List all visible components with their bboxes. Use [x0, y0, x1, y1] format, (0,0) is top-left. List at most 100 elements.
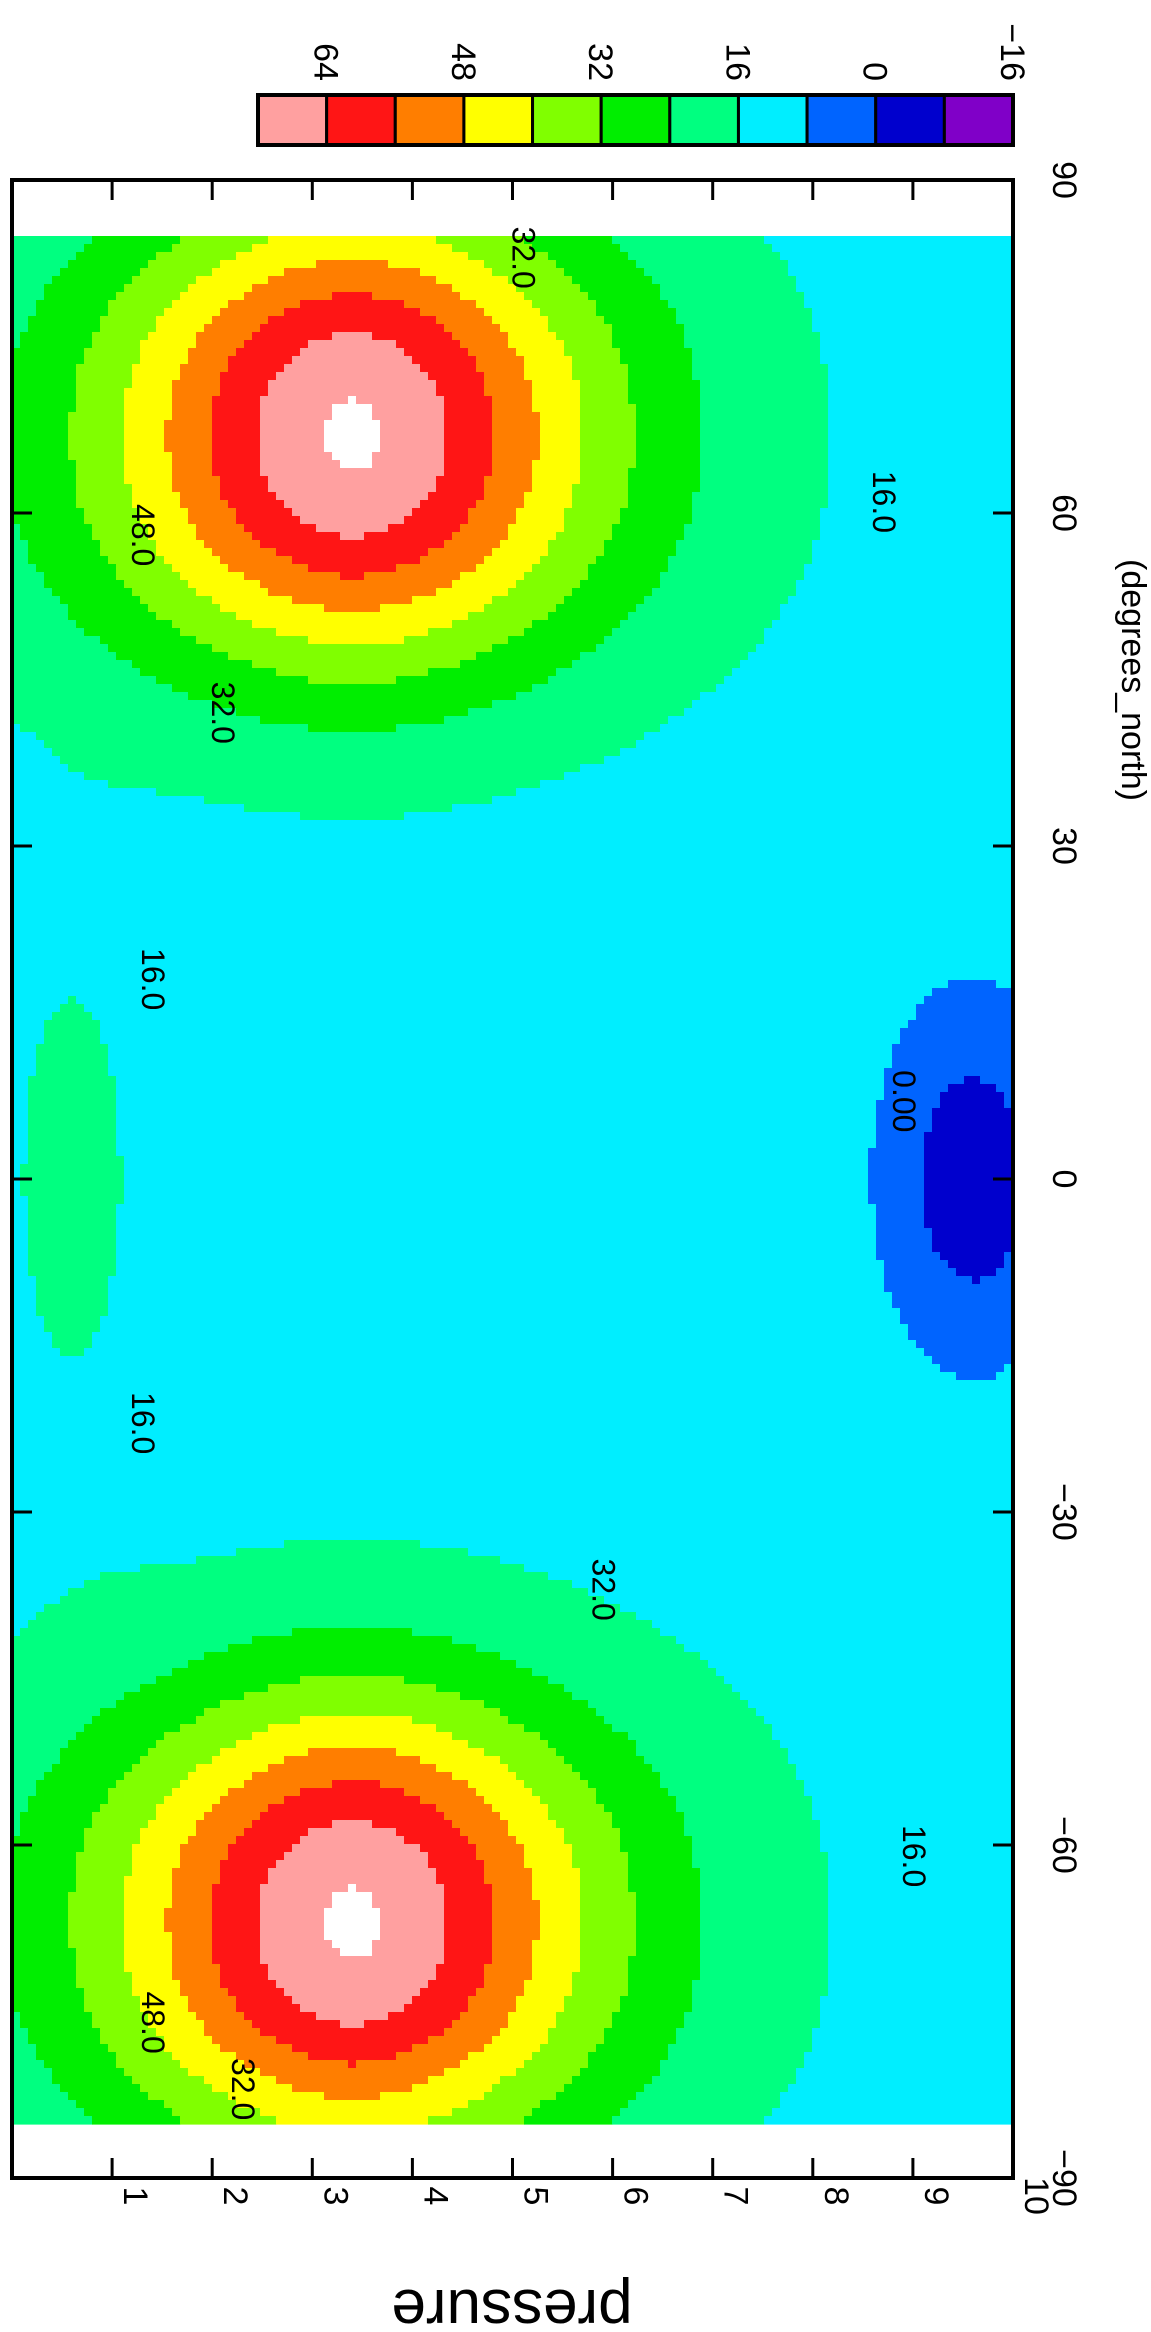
contour-fill-cell [404, 636, 509, 645]
contour-fill-cell [580, 388, 629, 397]
contour-fill-cell [172, 380, 221, 389]
contour-fill-cell [12, 596, 61, 605]
contour-fill-cell [916, 1004, 1013, 1013]
contour-fill-cell [268, 1972, 437, 1981]
contour-fill-cell [412, 356, 477, 365]
contour-fill-cell [196, 1828, 245, 1837]
contour-fill-cell [828, 468, 1013, 477]
contour-fill-cell [92, 1716, 197, 1725]
contour-fill-cell [484, 2092, 557, 2101]
contour-fill-cell [12, 428, 69, 437]
contour-fill-cell [564, 516, 621, 525]
contour-fill-cell [740, 1692, 1013, 1701]
contour-fill-cell [12, 540, 29, 549]
contour-fill-cell [52, 588, 133, 597]
contour-fill-cell [124, 1964, 173, 1973]
contour-fill-cell [700, 1924, 829, 1933]
contour-fill-cell [476, 1844, 525, 1853]
contour-fill-cell [484, 556, 541, 565]
contour-fill-cell [676, 2036, 813, 2045]
contour-fill-cell [452, 332, 509, 341]
contour-fill-cell [60, 756, 605, 765]
contour-fill-cell [708, 1660, 1013, 1669]
contour-fill-cell [884, 1076, 965, 1085]
contour-fill-cell [156, 548, 213, 557]
contour-fill-cell [20, 1628, 293, 1637]
contour-fill-cell [636, 740, 1013, 749]
contour-fill-cell [228, 356, 293, 365]
colorbar-tick-label: −16 [993, 23, 1031, 81]
contour-fill-cell [428, 2116, 525, 2125]
contour-fill-cell [12, 684, 173, 693]
contour-fill-cell [340, 460, 373, 469]
contour-fill-cell [492, 1884, 533, 1893]
contour-fill-cell [700, 420, 829, 429]
contour-fill-cell [28, 1620, 653, 1629]
contour-fill-cell [180, 1844, 229, 1853]
contour-fill-cell [444, 412, 493, 421]
contour-fill-cell [12, 1924, 69, 1933]
contour-fill-cell [724, 1676, 1013, 1685]
contour-fill-cell [436, 1724, 525, 1733]
contour-fill-cell [492, 396, 533, 405]
contour-fill-cell [572, 1844, 621, 1853]
y-axis-title: pressure [391, 2276, 632, 2332]
contour-fill-cell [212, 268, 285, 277]
contour-fill-cell [140, 596, 213, 605]
contour-fill-cell [580, 1884, 629, 1893]
contour-fill-cell [676, 316, 813, 325]
contour-fill-cell [924, 1188, 1013, 1197]
contour-fill-cell [212, 548, 277, 557]
contour-fill-cell [12, 2068, 53, 2077]
contour-fill-cell [12, 1828, 21, 1837]
contour-fill-cell [116, 572, 181, 581]
colorbar-swatch [462, 93, 535, 147]
contour-fill-cell [124, 1932, 173, 1941]
contour-fill-cell [36, 2044, 109, 2053]
contour-fill-cell [12, 572, 45, 581]
pressure-tick-label: 1 [116, 2187, 154, 2206]
contour-fill-cell [580, 436, 637, 445]
contour-fill-cell [12, 1604, 45, 1613]
contour-fill-cell [452, 2108, 533, 2117]
contour-fill-cell [572, 1980, 629, 1989]
contour-fill-cell [476, 1644, 685, 1653]
contour-fill-cell [924, 1140, 1013, 1149]
contour-fill-cell [492, 316, 549, 325]
contour-fill-cell [644, 268, 789, 277]
contour-fill-cell [36, 1052, 109, 1061]
contour-fill-cell [116, 1236, 877, 1245]
contour-fill-cell [396, 1748, 485, 1757]
contour-fill-cell [12, 348, 85, 357]
contour-fill-cell [500, 1708, 597, 1717]
contour-fill-cell [628, 1988, 693, 1997]
contour-fill-cell [492, 1948, 533, 1957]
contour-fill-cell [884, 1260, 949, 1269]
contour-fill-cell [508, 332, 557, 341]
contour-fill-cell [556, 1748, 637, 1757]
contour-fill-cell [876, 1228, 933, 1237]
contour-fill-cell [212, 412, 261, 421]
contour-fill-cell [164, 1796, 221, 1805]
contour-fill-cell [12, 580, 45, 589]
contour-fill-cell [948, 980, 997, 989]
contour-fill-cell [828, 1932, 1013, 1941]
contour-fill-cell [812, 556, 1013, 565]
contour-fill-cell [796, 1772, 1013, 1781]
contour-fill-cell [812, 2044, 1013, 2053]
colorbar-swatch [531, 93, 603, 147]
contour-fill-cell [292, 1844, 421, 1853]
contour-fill-cell [148, 260, 221, 269]
contour-fill-cell [700, 1868, 829, 1877]
contour-fill-cell [140, 508, 189, 517]
contour-fill-cell [812, 540, 1013, 549]
contour-fill-cell [12, 300, 37, 309]
contour-fill-cell [140, 340, 197, 349]
contour-fill-cell [876, 1116, 933, 1125]
contour-fill-cell [28, 548, 101, 557]
contour-fill-cell [532, 460, 581, 469]
contour-fill-cell [28, 1132, 117, 1141]
contour-fill-cell [468, 2004, 517, 2013]
contour-fill-cell [580, 1876, 629, 1885]
contour-fill-cell [228, 564, 309, 573]
